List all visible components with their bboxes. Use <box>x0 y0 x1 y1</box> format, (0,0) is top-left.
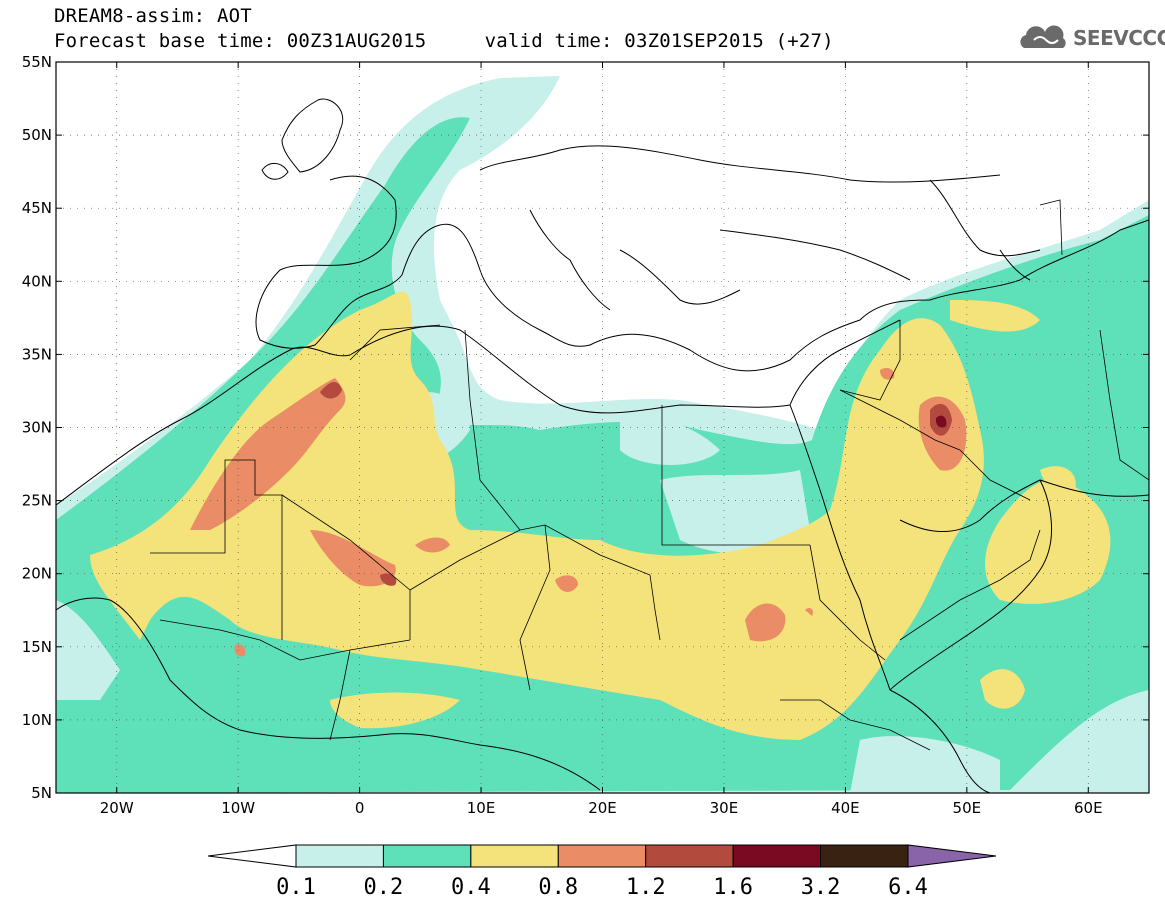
coastlines <box>56 98 1149 793</box>
lon-label: 10W <box>221 799 255 817</box>
lat-label: 20N <box>22 565 52 583</box>
lon-label: 20E <box>588 799 617 817</box>
colorbar-label: 1.2 <box>626 875 666 900</box>
colorbar-label: 0.8 <box>538 875 578 900</box>
logo-text: SEEVCCC <box>1073 26 1165 50</box>
lat-label: 10N <box>22 711 52 729</box>
colorbar-segment <box>820 844 909 868</box>
cloud-icon <box>1020 25 1066 48</box>
lat-label: 15N <box>22 638 52 656</box>
lat-label: 30N <box>22 419 52 437</box>
lon-labels: 20W 10W 0 10E 20E 30E 40E 50E 60E <box>100 799 1103 817</box>
colorbar-label: 0.1 <box>276 875 316 900</box>
aot-level-1.6 <box>935 415 947 428</box>
colorbar-segment <box>557 844 647 868</box>
lon-label: 40E <box>831 799 860 817</box>
aot-level-1.2 <box>320 381 952 586</box>
colorbar-low-arrow <box>207 844 297 868</box>
colorbar-high-arrow <box>907 844 997 868</box>
colorbar-label: 0.2 <box>364 875 404 900</box>
lon-label: 10E <box>467 799 496 817</box>
colorbar-segment <box>645 844 734 868</box>
colorbar-label: 1.6 <box>713 875 753 900</box>
lat-label: 25N <box>22 492 52 510</box>
lon-label: 60E <box>1074 799 1103 817</box>
colorbar-segment <box>732 844 822 868</box>
lon-label: 0 <box>355 799 365 817</box>
lat-label: 45N <box>22 199 52 217</box>
colorbar-labels: 0.1 0.2 0.4 0.8 1.2 1.6 3.2 6.4 <box>276 875 928 900</box>
lat-labels: 55N 50N 45N 40N 35N 30N 25N 20N 15N 10N 5N <box>22 53 52 802</box>
colorbar-label: 3.2 <box>801 875 841 900</box>
lat-label: 55N <box>22 53 52 71</box>
colorbar-label: 0.4 <box>451 875 491 900</box>
lat-label: 50N <box>22 126 52 144</box>
chart-title: DREAM8-assim: AOT <box>54 5 252 27</box>
colorbar-segment <box>470 844 559 868</box>
lon-label: 50E <box>953 799 982 817</box>
colorbar-label: 6.4 <box>888 875 928 900</box>
lat-label: 40N <box>22 272 52 290</box>
lon-label: 20W <box>100 799 134 817</box>
lat-label: 35N <box>22 345 52 363</box>
country-borders <box>150 199 1149 751</box>
colorbar-segment <box>382 844 472 868</box>
colorbar <box>207 844 997 868</box>
axis-ticks <box>56 61 1149 794</box>
forecast-time-subtitle: Forecast base time: 00Z31AUG2015 valid t… <box>54 30 834 52</box>
lon-label: 30E <box>710 799 739 817</box>
colorbar-segment <box>295 844 384 868</box>
lat-lon-grid <box>56 62 1149 793</box>
lat-label: 5N <box>31 784 52 802</box>
